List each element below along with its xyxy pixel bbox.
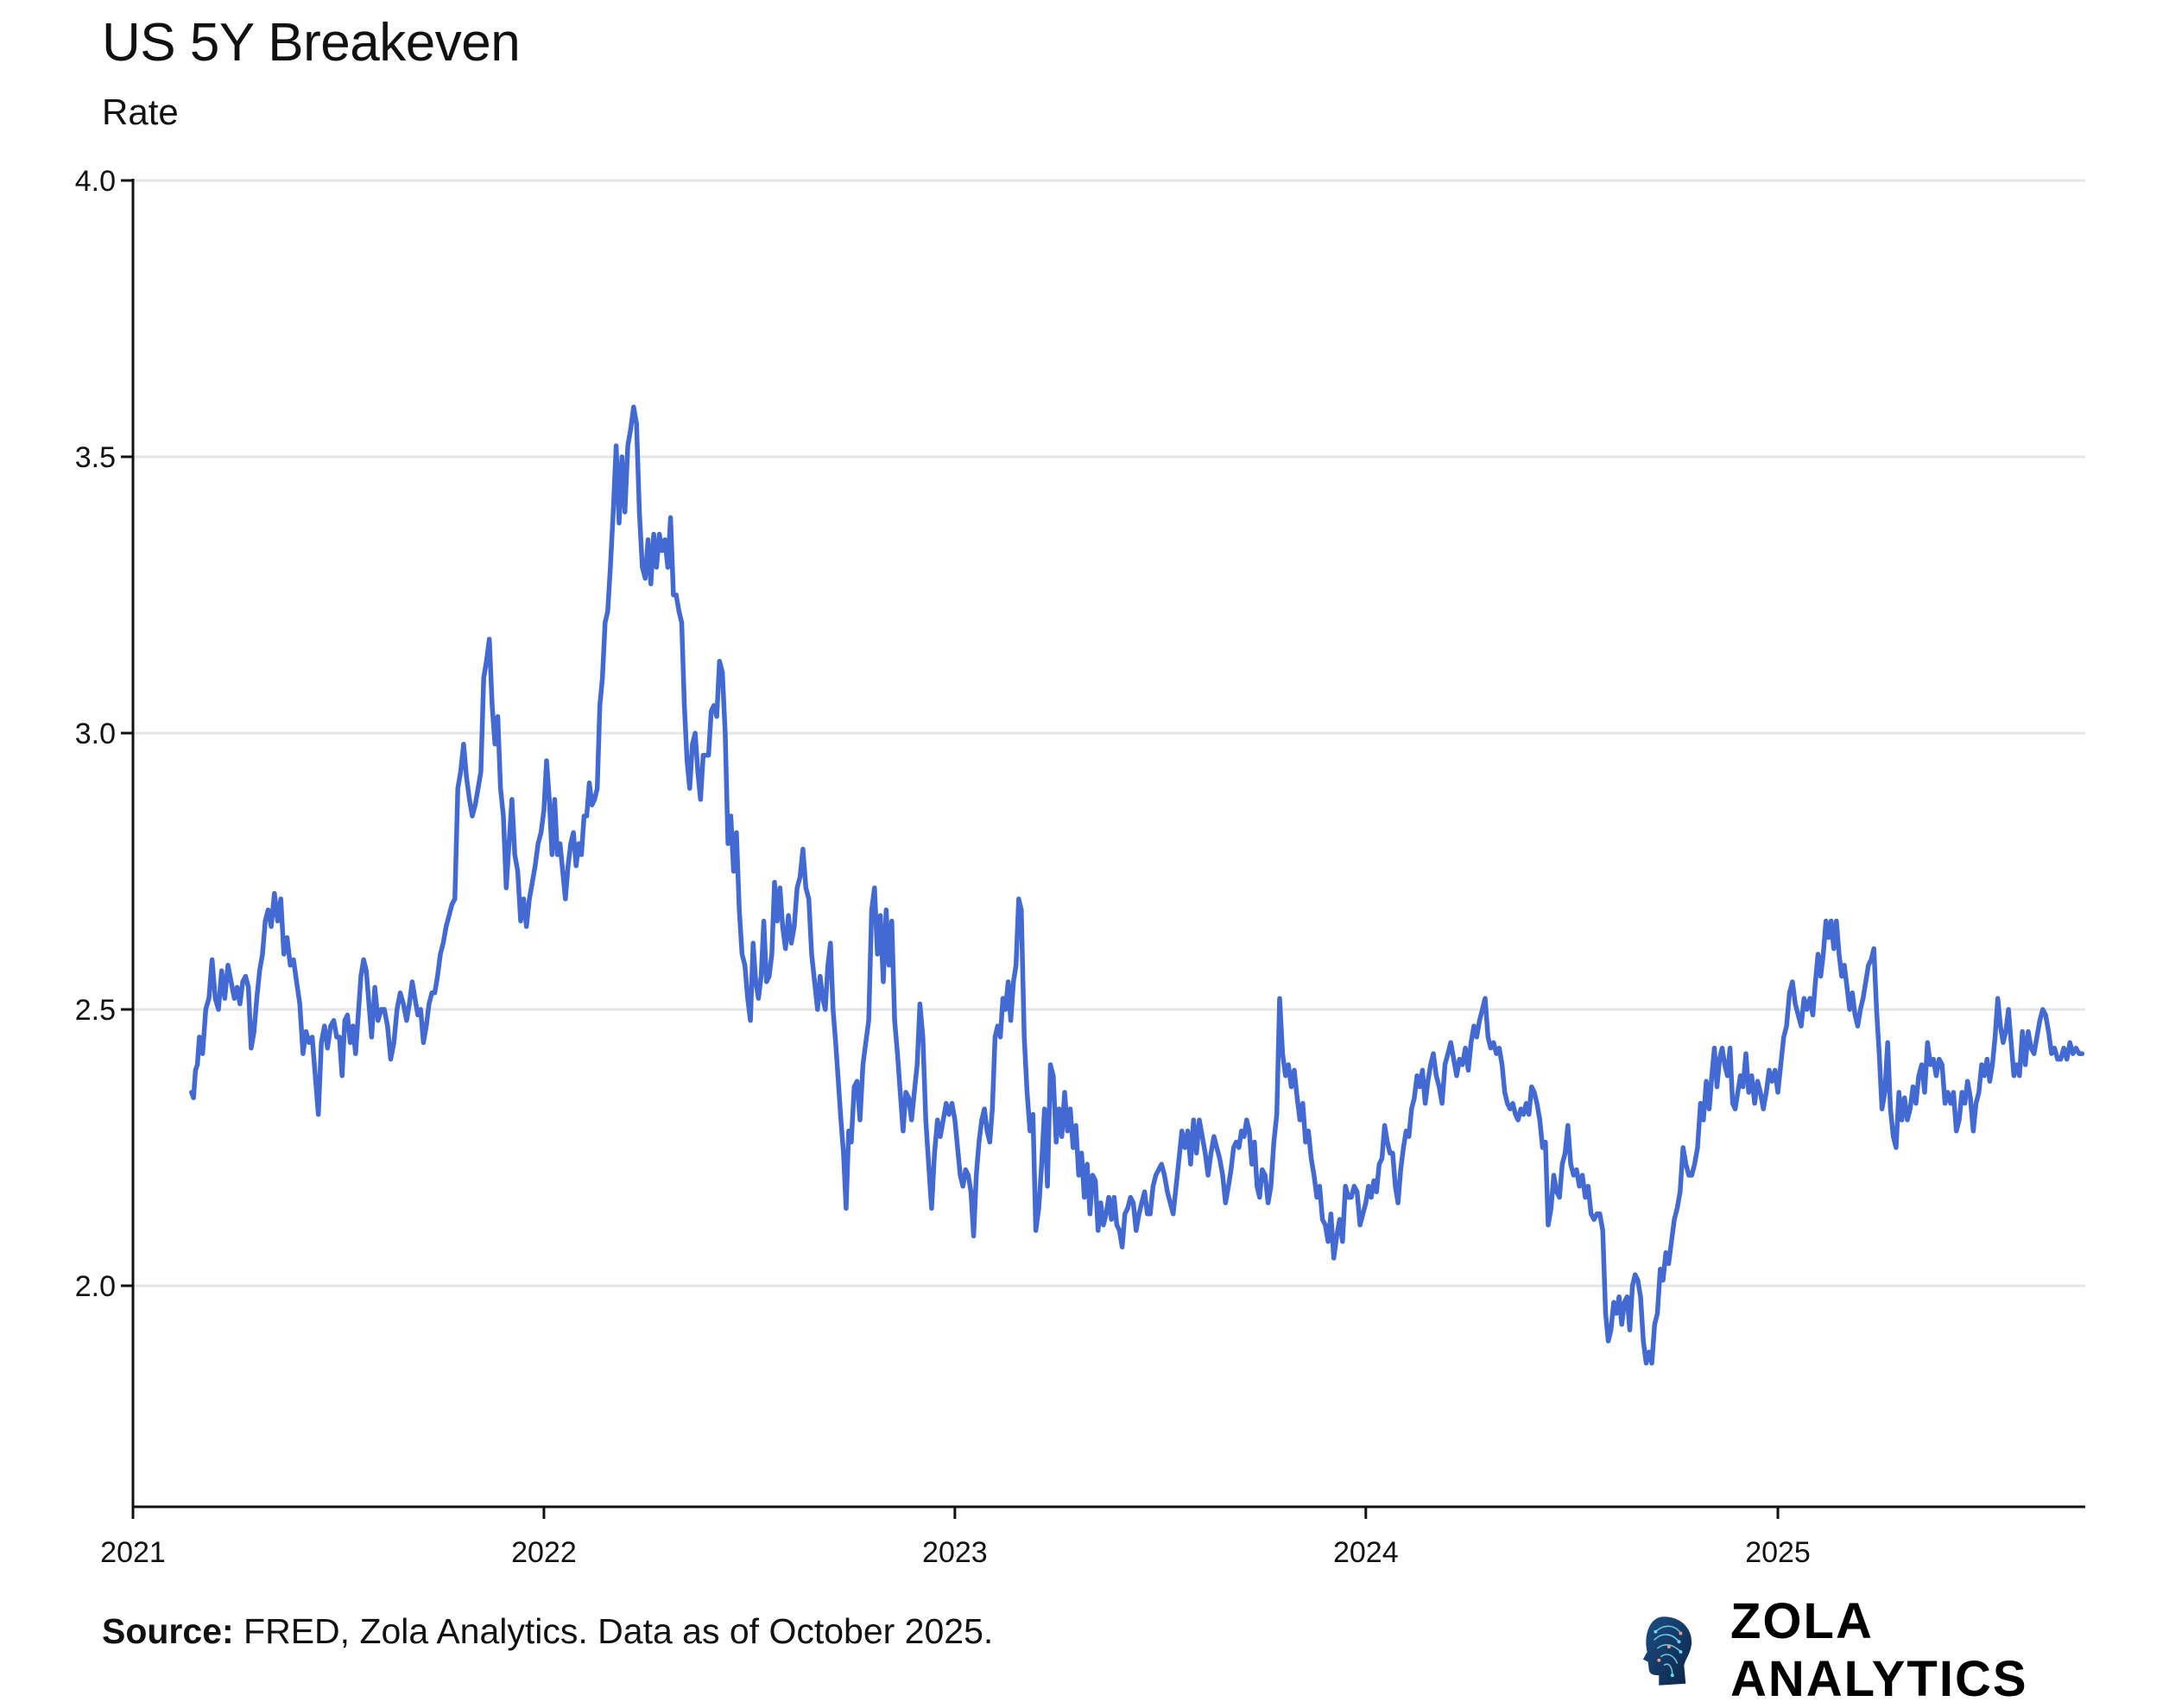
- x-tick-label: 2025: [1745, 1536, 1811, 1569]
- x-tick-label: 2022: [511, 1536, 577, 1569]
- x-tick-label: 2023: [922, 1536, 988, 1569]
- source-label: Source:: [102, 1611, 234, 1651]
- x-tick-label: 2024: [1333, 1536, 1399, 1569]
- ai-head-circuit-icon: [1642, 1616, 1692, 1686]
- brand-name: ZOLA ANALYTICS: [1730, 1593, 2028, 1707]
- source-text: FRED, Zola Analytics. Data as of October…: [233, 1611, 994, 1651]
- brand-logo: ZOLA ANALYTICS: [1639, 1593, 2169, 1707]
- gridlines: [133, 179, 2085, 1287]
- y-axis: 2.0 2.5 3.0 3.5 4.0: [75, 165, 135, 1507]
- y-tick-label: 4.0: [75, 165, 116, 198]
- source-note: Source: FRED, Zola Analytics. Data as of…: [102, 1608, 993, 1654]
- y-tick-label: 3.5: [75, 441, 116, 474]
- chart-subtitle: Rate: [102, 92, 179, 132]
- y-tick-label: 2.0: [75, 1270, 116, 1303]
- x-axis: 2021 2022 2023 2024 2025: [100, 1505, 2085, 1569]
- x-tick-label: 2021: [100, 1536, 166, 1569]
- y-tick-label: 3.0: [75, 718, 116, 750]
- y-tick-label: 2.5: [75, 994, 116, 1027]
- series-line: [189, 404, 2085, 1366]
- chart-title: US 5Y Breakeven: [102, 13, 521, 73]
- series-layer: [189, 404, 2085, 1366]
